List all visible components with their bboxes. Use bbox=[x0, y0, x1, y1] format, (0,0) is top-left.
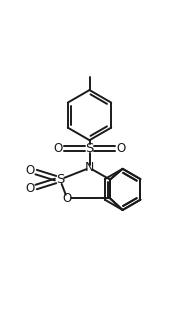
Text: O: O bbox=[117, 142, 126, 155]
Text: N: N bbox=[85, 161, 94, 174]
Text: S: S bbox=[85, 142, 94, 155]
Text: O: O bbox=[25, 182, 35, 195]
Text: O: O bbox=[53, 142, 62, 155]
Text: O: O bbox=[25, 164, 35, 177]
Text: S: S bbox=[56, 173, 64, 186]
Text: O: O bbox=[62, 192, 72, 205]
